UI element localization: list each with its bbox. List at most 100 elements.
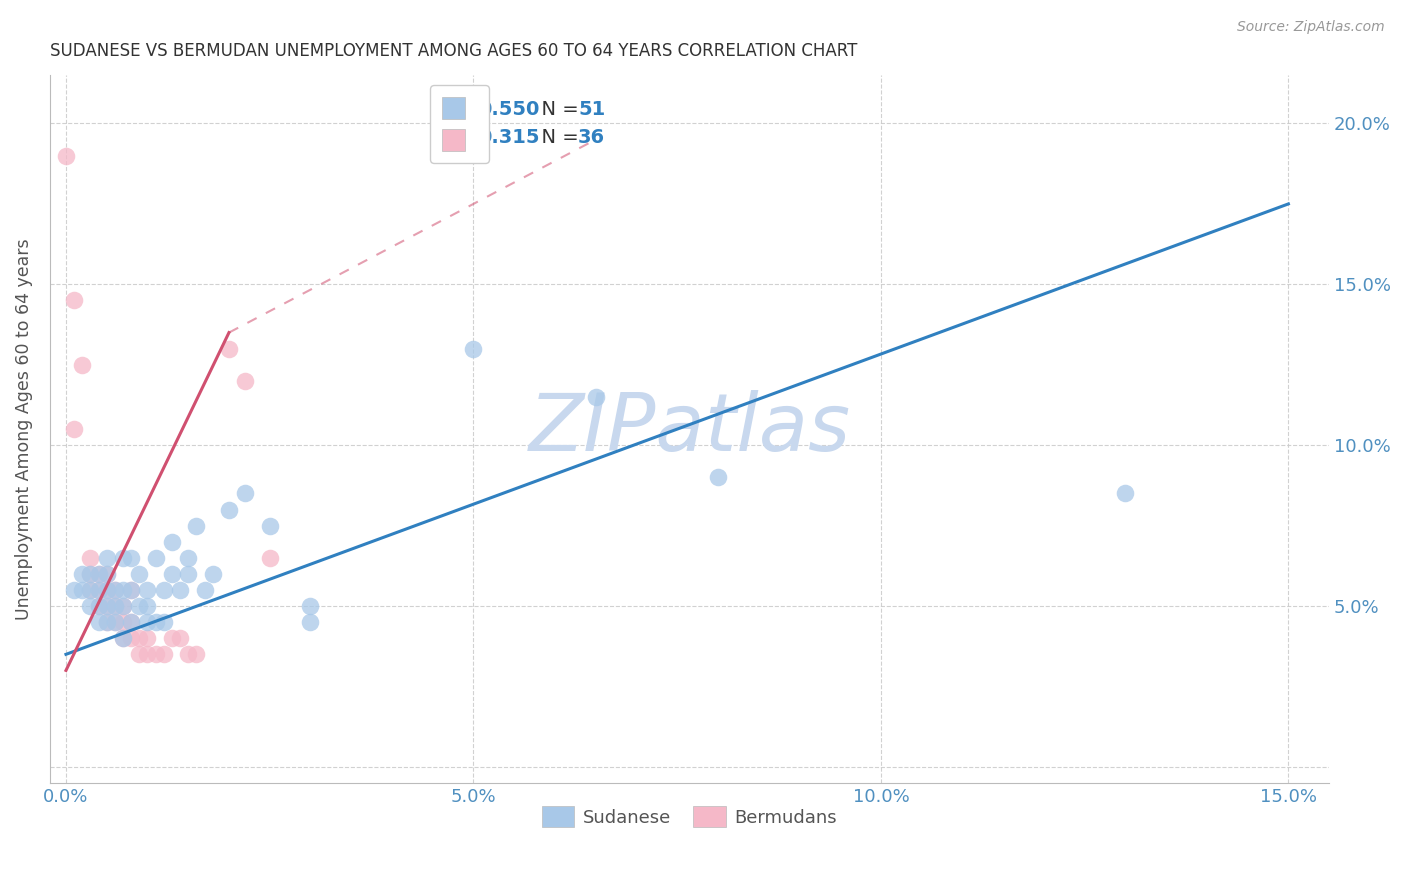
Point <box>87 566 110 581</box>
Point <box>120 615 142 630</box>
Point <box>177 550 200 565</box>
Point <box>193 582 215 597</box>
Point <box>87 599 110 613</box>
Point <box>79 599 101 613</box>
Point <box>96 566 118 581</box>
Text: N =: N = <box>530 128 585 147</box>
Text: R =: R = <box>440 100 482 119</box>
Point <box>299 599 322 613</box>
Point <box>87 566 110 581</box>
Point <box>128 599 150 613</box>
Point <box>111 632 134 646</box>
Point <box>104 582 127 597</box>
Point <box>104 615 127 630</box>
Point <box>96 599 118 613</box>
Point <box>96 582 118 597</box>
Point <box>201 566 224 581</box>
Point <box>111 599 134 613</box>
Point <box>72 358 94 372</box>
Point <box>707 470 730 484</box>
Point <box>299 615 322 630</box>
Text: ZIPatlas: ZIPatlas <box>529 390 851 468</box>
Point <box>104 615 127 630</box>
Point <box>96 566 118 581</box>
Point <box>120 582 142 597</box>
Point <box>63 582 86 597</box>
Point <box>136 648 159 662</box>
Point <box>111 550 134 565</box>
Point <box>128 648 150 662</box>
Point <box>160 566 183 581</box>
Point <box>233 374 256 388</box>
Point <box>128 632 150 646</box>
Point <box>152 582 174 597</box>
Point <box>136 599 159 613</box>
Point <box>177 566 200 581</box>
Point <box>104 582 127 597</box>
Point <box>120 632 142 646</box>
Point <box>120 582 142 597</box>
Legend: Sudanese, Bermudans: Sudanese, Bermudans <box>534 799 845 834</box>
Point <box>63 293 86 308</box>
Point <box>177 648 200 662</box>
Text: N =: N = <box>530 100 585 119</box>
Y-axis label: Unemployment Among Ages 60 to 64 years: Unemployment Among Ages 60 to 64 years <box>15 238 32 620</box>
Point <box>259 550 281 565</box>
Point <box>160 632 183 646</box>
Point <box>152 648 174 662</box>
Point <box>145 615 167 630</box>
Text: SUDANESE VS BERMUDAN UNEMPLOYMENT AMONG AGES 60 TO 64 YEARS CORRELATION CHART: SUDANESE VS BERMUDAN UNEMPLOYMENT AMONG … <box>49 42 858 60</box>
Point <box>104 599 127 613</box>
Text: 36: 36 <box>578 128 605 147</box>
Point <box>87 582 110 597</box>
Point <box>186 518 208 533</box>
Point <box>96 615 118 630</box>
Point <box>87 582 110 597</box>
Point <box>111 632 134 646</box>
Point <box>169 582 191 597</box>
Point <box>233 486 256 500</box>
Point <box>1114 486 1136 500</box>
Point <box>218 502 240 516</box>
Text: 0.315: 0.315 <box>478 128 540 147</box>
Point <box>111 582 134 597</box>
Text: 51: 51 <box>578 100 606 119</box>
Point <box>145 550 167 565</box>
Point <box>96 550 118 565</box>
Point <box>79 566 101 581</box>
Text: R =: R = <box>440 128 489 147</box>
Point <box>186 648 208 662</box>
Point <box>136 582 159 597</box>
Point <box>87 599 110 613</box>
Point <box>218 342 240 356</box>
Text: 0.550: 0.550 <box>478 100 540 119</box>
Point <box>96 615 118 630</box>
Point <box>111 599 134 613</box>
Point <box>136 615 159 630</box>
Point <box>72 566 94 581</box>
Point <box>120 550 142 565</box>
Point <box>72 582 94 597</box>
Point <box>79 550 101 565</box>
Point <box>160 534 183 549</box>
Point <box>79 582 101 597</box>
Point <box>585 390 607 404</box>
Point <box>96 582 118 597</box>
Point <box>136 632 159 646</box>
Point <box>111 615 134 630</box>
Point <box>145 648 167 662</box>
Point <box>55 148 77 162</box>
Point <box>79 566 101 581</box>
Point <box>169 632 191 646</box>
Point <box>96 599 118 613</box>
Point <box>63 422 86 436</box>
Point <box>152 615 174 630</box>
Point <box>259 518 281 533</box>
Text: Source: ZipAtlas.com: Source: ZipAtlas.com <box>1237 20 1385 34</box>
Point <box>79 582 101 597</box>
Point <box>463 342 485 356</box>
Point <box>120 615 142 630</box>
Point <box>104 599 127 613</box>
Point <box>87 615 110 630</box>
Point <box>128 566 150 581</box>
